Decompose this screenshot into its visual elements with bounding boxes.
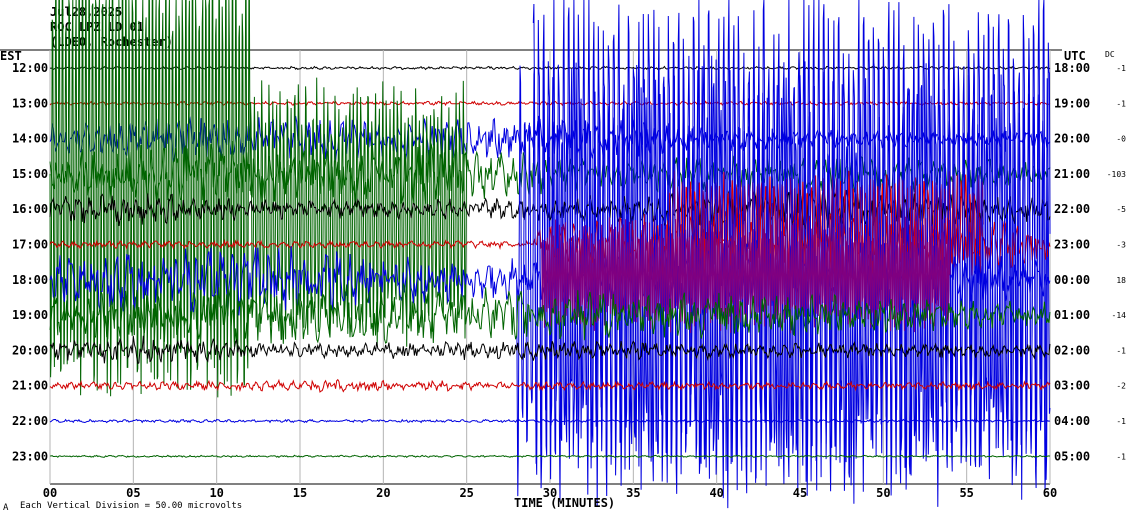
x-tick-label: 55 — [959, 486, 973, 500]
utc-hour-label: 04:00 — [1054, 414, 1090, 428]
trace-row — [49, 378, 1051, 393]
x-tick-label: 40 — [709, 486, 723, 500]
est-hour-label: 15:00 — [12, 167, 48, 181]
dc-offset-value: -1 — [1116, 99, 1126, 108]
dc-offset-value: -1 — [1116, 452, 1126, 461]
dc-offset-value: -1 — [1116, 346, 1126, 355]
trace-overlap — [666, 170, 984, 280]
footer-scale-note: Each Vertical Division = 50.00 microvolt… — [20, 501, 242, 511]
dc-offset-value: -2 — [1116, 382, 1126, 391]
right-timezone-label: UTC — [1064, 49, 1086, 63]
trace-row — [49, 282, 1051, 347]
est-hour-label: 19:00 — [12, 308, 48, 322]
dc-offset-value: -1 — [1116, 417, 1126, 426]
x-tick-label: 15 — [293, 486, 307, 500]
est-hour-label: 13:00 — [12, 96, 48, 110]
est-hour-label: 22:00 — [12, 414, 48, 428]
utc-hour-label: 22:00 — [1054, 202, 1090, 216]
x-tick-label: 25 — [459, 486, 473, 500]
x-tick-label: 10 — [209, 486, 223, 500]
est-hour-label: 23:00 — [12, 449, 48, 463]
utc-hour-label: 18:00 — [1054, 61, 1090, 75]
x-axis-title: TIME (MINUTES) — [514, 496, 615, 510]
utc-hour-label: 01:00 — [1054, 308, 1090, 322]
trace-row — [49, 454, 1051, 458]
row-labels: 12:00 18:00 -1 13:00 19:00 -1 14:00 20:00 -0 15:0… — [12, 61, 1126, 463]
dc-offset-value: -1 — [1116, 64, 1126, 73]
utc-hour-label: 03:00 — [1054, 379, 1090, 393]
x-tick-label: 30 — [543, 486, 557, 500]
utc-hour-label: 00:00 — [1054, 273, 1090, 287]
est-hour-label: 17:00 — [12, 238, 48, 252]
trace-overlap — [516, 55, 1051, 509]
trace-overlap — [249, 77, 468, 347]
dc-offset-value: -0 — [1116, 135, 1126, 144]
x-tick-label: 45 — [793, 486, 807, 500]
est-hour-label: 16:00 — [12, 202, 48, 216]
seismic-traces — [49, 0, 1051, 509]
est-hour-label: 20:00 — [12, 343, 48, 357]
footer-mark: A — [3, 503, 9, 513]
dc-offset-value: 18 — [1116, 276, 1126, 285]
utc-hour-label: 05:00 — [1054, 449, 1090, 463]
trace-overlap — [49, 0, 251, 398]
dc-offset-value: -14 — [1112, 311, 1127, 320]
trace-overlap — [532, 0, 1051, 490]
est-hour-label: 21:00 — [12, 379, 48, 393]
x-tick-label: 05 — [126, 486, 140, 500]
dc-offset-value: -5 — [1116, 205, 1126, 214]
dc-header: DC — [1105, 50, 1115, 59]
trace-overlap — [541, 215, 951, 334]
x-tick-label: 20 — [376, 486, 390, 500]
x-tick-label: 60 — [1043, 486, 1057, 500]
utc-hour-label: 23:00 — [1054, 238, 1090, 252]
x-tick-label: 50 — [876, 486, 890, 500]
left-timezone-label: EST — [0, 49, 22, 63]
utc-hour-label: 21:00 — [1054, 167, 1090, 181]
x-tick-label: 35 — [626, 486, 640, 500]
utc-hour-label: 19:00 — [1054, 96, 1090, 110]
trace-row — [49, 335, 1051, 365]
station-code: ROC LPZ LD 01 — [50, 20, 144, 34]
est-hour-label: 14:00 — [12, 132, 48, 146]
x-tick-label: 00 — [43, 486, 57, 500]
x-tick-labels: 00 05 10 15 20 25 30 35 40 45 50 55 60 — [43, 486, 1057, 500]
dc-offset-value: -103 — [1107, 170, 1126, 179]
trace-row — [49, 418, 1051, 424]
utc-hour-label: 20:00 — [1054, 132, 1090, 146]
est-hour-label: 18:00 — [12, 273, 48, 287]
dc-offset-value: -3 — [1116, 241, 1126, 250]
utc-hour-label: 02:00 — [1054, 343, 1090, 357]
est-hour-label: 12:00 — [12, 61, 48, 75]
